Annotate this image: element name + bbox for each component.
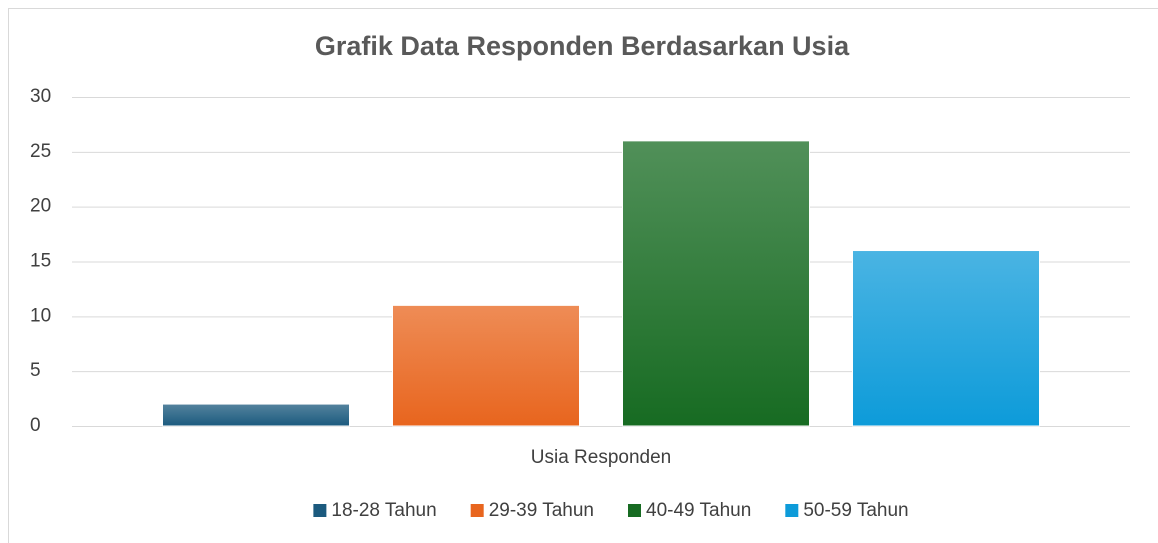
legend-label: 29-39 Tahun <box>489 500 594 521</box>
y-tick-label: 0 <box>30 415 41 436</box>
legend-swatch <box>313 504 327 517</box>
bar <box>392 304 580 427</box>
y-tick-label: 30 <box>30 86 51 107</box>
legend-swatch <box>470 504 484 517</box>
legend: 18-28 Tahun 29-39 Tahun 40-49 Tahun 50-59 T… <box>313 500 909 521</box>
y-tick-label: 15 <box>30 251 51 272</box>
bar <box>622 140 810 427</box>
legend-label: 18-28 Tahun <box>331 500 436 521</box>
chart-title: Grafik Data Responden Berdasarkan Usia <box>315 31 850 61</box>
legend-swatch <box>785 504 799 517</box>
bar <box>852 250 1040 427</box>
legend-label: 50-59 Tahun <box>803 500 908 521</box>
x-tick-label: Usia Responden <box>531 447 671 468</box>
y-tick-label: 20 <box>30 196 51 217</box>
y-tick-label: 25 <box>30 141 51 162</box>
y-tick-label: 10 <box>30 305 51 326</box>
y-tick-label: 5 <box>30 360 41 381</box>
legend-label: 40-49 Tahun <box>646 500 751 521</box>
bar <box>162 403 350 427</box>
legend-swatch <box>628 504 641 517</box>
